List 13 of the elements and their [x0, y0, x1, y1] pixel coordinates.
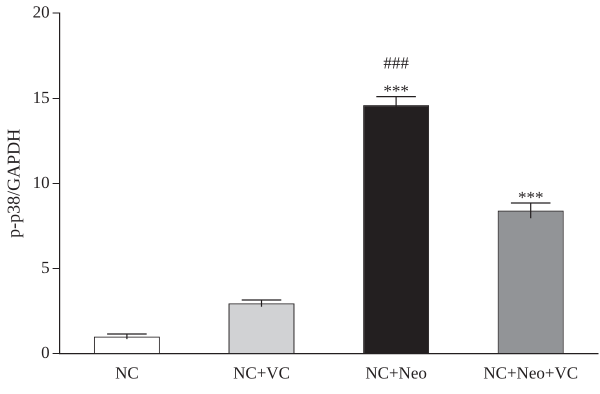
x-tick-label: NC+VC [233, 363, 290, 382]
y-tick-label: 20 [32, 2, 50, 22]
data-label: *** [383, 82, 409, 101]
data-label: *** [518, 188, 544, 207]
annotation: ### [383, 54, 410, 73]
y-tick-label: 10 [32, 172, 50, 192]
x-tick-label: NC+Neo+VC [483, 363, 578, 382]
x-tick-label: NC+Neo [365, 363, 427, 382]
y-tick-label: 0 [41, 343, 50, 362]
y-axis-title: p-p38/GAPDH [4, 128, 24, 238]
y-tick-label: 15 [32, 88, 50, 107]
x-tick-label: NC [115, 363, 139, 382]
y-tick-label: 5 [41, 258, 50, 277]
